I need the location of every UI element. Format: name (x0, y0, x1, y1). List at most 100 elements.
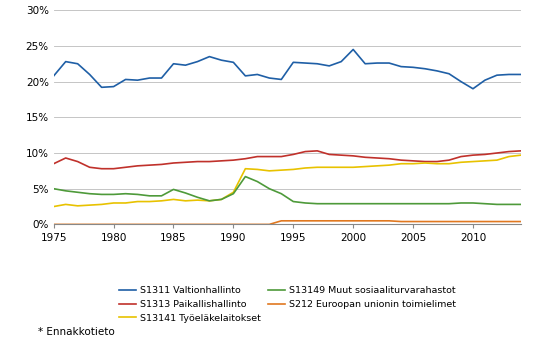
S13141 Työeläkelaitokset (518, 153, 524, 157)
Text: * Ennakkotieto: * Ennakkotieto (38, 327, 114, 337)
S1313 Paikallishallinto (158, 163, 165, 167)
S13149 Muut sosiaaliturvarahastot (506, 202, 512, 206)
S1311 Valtionhallinto (434, 69, 440, 73)
S1311 Valtionhallinto (506, 72, 512, 76)
S212 Euroopan unionin toimielimet (410, 220, 416, 224)
S1313 Paikallishallinto (50, 162, 57, 166)
S1313 Paikallishallinto (302, 150, 308, 154)
S1313 Paikallishallinto (374, 156, 380, 160)
S1311 Valtionhallinto (314, 62, 321, 66)
S13149 Muut sosiaaliturvarahastot (122, 192, 129, 196)
S212 Euroopan unionin toimielimet (194, 222, 201, 226)
S1313 Paikallishallinto (338, 153, 344, 157)
S212 Euroopan unionin toimielimet (446, 220, 452, 224)
S13149 Muut sosiaaliturvarahastot (434, 202, 440, 206)
S212 Euroopan unionin toimielimet (482, 220, 488, 224)
S1311 Valtionhallinto (338, 59, 344, 64)
S1313 Paikallishallinto (98, 167, 105, 171)
S212 Euroopan unionin toimielimet (434, 220, 440, 224)
S13141 Työeläkelaitokset (182, 199, 188, 203)
S13141 Työeläkelaitokset (254, 167, 260, 171)
S1313 Paikallishallinto (206, 159, 213, 164)
S13149 Muut sosiaaliturvarahastot (326, 202, 332, 206)
S212 Euroopan unionin toimielimet (50, 222, 57, 226)
S1313 Paikallishallinto (518, 149, 524, 153)
S212 Euroopan unionin toimielimet (158, 222, 165, 226)
S13149 Muut sosiaaliturvarahastot (470, 201, 476, 205)
S212 Euroopan unionin toimielimet (254, 222, 260, 226)
S1311 Valtionhallinto (182, 63, 188, 67)
S13149 Muut sosiaaliturvarahastot (482, 202, 488, 206)
S1311 Valtionhallinto (254, 72, 260, 76)
S13149 Muut sosiaaliturvarahastot (75, 190, 81, 194)
S1311 Valtionhallinto (326, 64, 332, 68)
S212 Euroopan unionin toimielimet (458, 220, 464, 224)
S1311 Valtionhallinto (158, 76, 165, 80)
S13149 Muut sosiaaliturvarahastot (182, 191, 188, 195)
S13141 Työeläkelaitokset (386, 163, 393, 167)
S1313 Paikallishallinto (266, 154, 273, 158)
S1313 Paikallishallinto (470, 153, 476, 157)
S13141 Työeläkelaitokset (422, 161, 429, 165)
S13149 Muut sosiaaliturvarahastot (170, 187, 177, 191)
S1311 Valtionhallinto (458, 80, 464, 84)
S13141 Työeläkelaitokset (506, 154, 512, 158)
S13149 Muut sosiaaliturvarahastot (158, 194, 165, 198)
S212 Euroopan unionin toimielimet (134, 222, 141, 226)
S13141 Työeläkelaitokset (230, 190, 237, 194)
S13149 Muut sosiaaliturvarahastot (242, 174, 249, 179)
S1311 Valtionhallinto (122, 78, 129, 82)
S1313 Paikallishallinto (86, 165, 93, 169)
S1313 Paikallishallinto (254, 154, 260, 158)
S1313 Paikallishallinto (62, 156, 69, 160)
S13141 Työeläkelaitokset (326, 165, 332, 169)
S212 Euroopan unionin toimielimet (314, 219, 321, 223)
S13149 Muut sosiaaliturvarahastot (518, 202, 524, 206)
S212 Euroopan unionin toimielimet (62, 222, 69, 226)
S13149 Muut sosiaaliturvarahastot (62, 189, 69, 193)
S212 Euroopan unionin toimielimet (470, 220, 476, 224)
S1311 Valtionhallinto (518, 72, 524, 76)
S212 Euroopan unionin toimielimet (146, 222, 153, 226)
S1311 Valtionhallinto (134, 78, 141, 82)
S13149 Muut sosiaaliturvarahastot (194, 195, 201, 199)
S212 Euroopan unionin toimielimet (374, 219, 380, 223)
S212 Euroopan unionin toimielimet (230, 222, 237, 226)
S13149 Muut sosiaaliturvarahastot (278, 192, 285, 196)
S13149 Muut sosiaaliturvarahastot (374, 202, 380, 206)
S1313 Paikallishallinto (182, 160, 188, 164)
S13141 Työeläkelaitokset (362, 165, 368, 169)
S212 Euroopan unionin toimielimet (86, 222, 93, 226)
S212 Euroopan unionin toimielimet (182, 222, 188, 226)
S212 Euroopan unionin toimielimet (170, 222, 177, 226)
S13141 Työeläkelaitokset (134, 200, 141, 204)
S13141 Työeläkelaitokset (494, 158, 500, 162)
S1313 Paikallishallinto (506, 150, 512, 154)
S1311 Valtionhallinto (278, 78, 285, 82)
S212 Euroopan unionin toimielimet (338, 219, 344, 223)
S13141 Työeläkelaitokset (170, 197, 177, 201)
S212 Euroopan unionin toimielimet (422, 220, 429, 224)
S212 Euroopan unionin toimielimet (98, 222, 105, 226)
S1311 Valtionhallinto (230, 60, 237, 64)
S13141 Työeläkelaitokset (111, 201, 117, 205)
S1311 Valtionhallinto (206, 55, 213, 59)
S1313 Paikallishallinto (146, 163, 153, 167)
S13149 Muut sosiaaliturvarahastot (254, 180, 260, 184)
S1311 Valtionhallinto (422, 67, 429, 71)
S1313 Paikallishallinto (482, 152, 488, 156)
S1313 Paikallishallinto (494, 151, 500, 155)
Line: S1311 Valtionhallinto: S1311 Valtionhallinto (54, 49, 521, 89)
S1313 Paikallishallinto (326, 152, 332, 156)
S13149 Muut sosiaaliturvarahastot (50, 187, 57, 191)
S1311 Valtionhallinto (86, 72, 93, 76)
Line: S212 Euroopan unionin toimielimet: S212 Euroopan unionin toimielimet (54, 221, 521, 224)
S1311 Valtionhallinto (170, 62, 177, 66)
S212 Euroopan unionin toimielimet (494, 220, 500, 224)
S1313 Paikallishallinto (398, 158, 404, 162)
S1313 Paikallishallinto (350, 154, 357, 158)
S212 Euroopan unionin toimielimet (350, 219, 357, 223)
S13149 Muut sosiaaliturvarahastot (218, 197, 224, 201)
S1313 Paikallishallinto (170, 161, 177, 165)
S13141 Työeläkelaitokset (206, 199, 213, 203)
